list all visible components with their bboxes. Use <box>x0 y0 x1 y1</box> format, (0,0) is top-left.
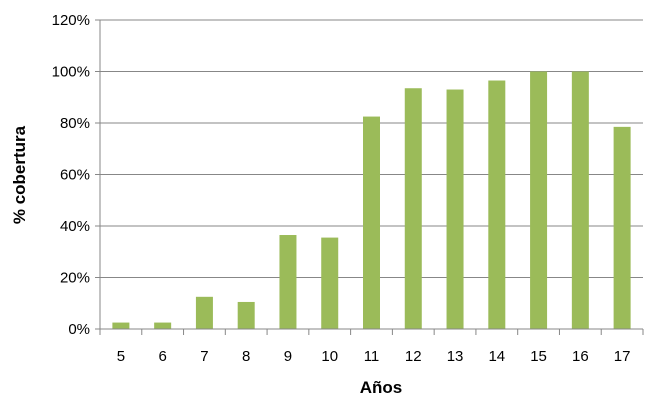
y-tick-label: 80% <box>60 115 90 132</box>
y-tick-label: 20% <box>60 270 90 287</box>
bar <box>195 296 213 329</box>
x-tick-label: 5 <box>117 348 125 365</box>
x-tick-label: 14 <box>488 348 505 365</box>
bar <box>363 116 380 329</box>
x-axis-title: Años <box>360 378 403 397</box>
bar <box>154 322 172 329</box>
bar <box>530 71 548 329</box>
x-tick-label: 11 <box>364 348 380 365</box>
y-tick-label: 100% <box>52 64 90 81</box>
bar <box>279 235 297 329</box>
y-axis-title: % cobertura <box>10 125 29 224</box>
x-tick-label: 10 <box>321 348 338 365</box>
x-tick-label: 12 <box>405 348 422 365</box>
y-tick-label: 0% <box>68 321 90 338</box>
bar <box>404 88 422 329</box>
x-tick-label: 15 <box>530 348 547 365</box>
bar <box>321 237 339 329</box>
x-tick-label: 13 <box>447 348 464 365</box>
x-tick-label: 9 <box>284 348 292 365</box>
y-tick-labels: 0% 20% 40% 60% 80% 100% 120% <box>52 12 90 338</box>
bar <box>237 301 255 329</box>
y-tick-label: 60% <box>60 167 90 184</box>
bar <box>488 80 506 329</box>
bar <box>112 322 130 329</box>
bars <box>112 71 631 330</box>
bar <box>613 126 631 329</box>
x-tick-labels: 5 6 7 8 9 10 11 12 13 14 15 16 17 <box>117 348 631 365</box>
x-tick-label: 17 <box>614 348 631 365</box>
y-tick-label: 120% <box>52 12 90 29</box>
x-tick-label: 7 <box>200 348 208 365</box>
x-tick-label: 6 <box>158 348 166 365</box>
x-tick-label: 8 <box>242 348 250 365</box>
x-tick-label: 16 <box>572 348 589 365</box>
bar <box>571 71 589 329</box>
bar <box>446 89 464 330</box>
y-tick-label: 40% <box>60 218 90 235</box>
axes <box>99 20 644 335</box>
